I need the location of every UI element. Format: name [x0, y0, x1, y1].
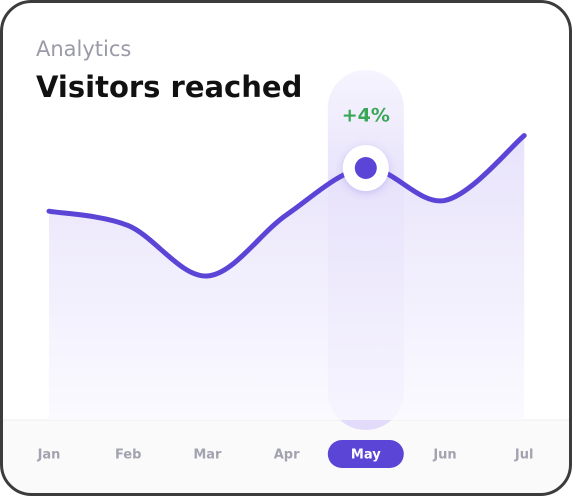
subtitle: Analytics	[36, 37, 131, 61]
active-pill	[327, 440, 404, 468]
axis-strip	[2, 420, 570, 494]
x-tick-label: Mar	[193, 448, 222, 463]
annotation: +4%	[342, 105, 390, 127]
x-tick-label: Jul	[514, 448, 534, 463]
plot	[2, 70, 570, 494]
x-tick-label: Jun	[432, 448, 456, 463]
x-tick-label: May	[351, 448, 381, 463]
line	[46, 133, 527, 279]
title: Visitors reached	[36, 70, 302, 104]
x-tick-label: Apr	[274, 448, 300, 463]
x-tick-label: Feb	[115, 448, 141, 463]
x-tick-label: Jan	[37, 448, 61, 463]
area	[49, 135, 525, 420]
marker-dot	[354, 157, 377, 179]
